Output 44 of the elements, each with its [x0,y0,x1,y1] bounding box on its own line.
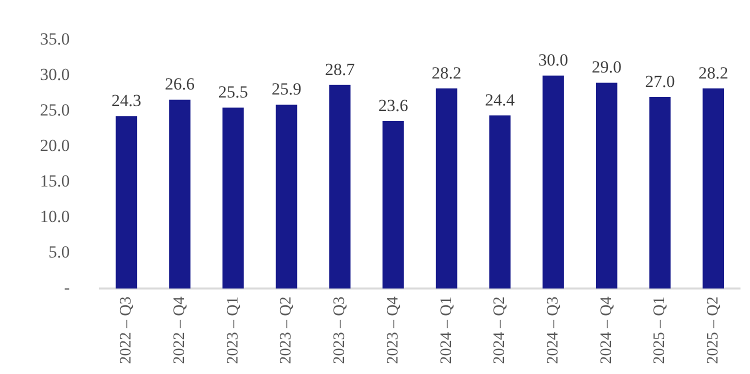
y-tick-label: - [64,278,70,297]
bar [222,108,244,288]
y-tick-label: 30.0 [40,65,70,84]
bar [116,116,138,288]
x-tick-label: 2023 – Q4 [384,296,402,364]
x-tick-label: 2023 – Q3 [331,296,348,364]
bar [542,76,564,288]
x-tick-label: 2024 – Q1 [438,296,455,364]
data-label: 28.7 [324,60,356,79]
y-tick-label: 10.0 [40,206,70,226]
x-tick-label: 2023 – Q2 [278,296,295,364]
bar [329,84,351,288]
bar [702,88,724,288]
data-label: 23.6 [378,96,408,116]
y-tick-label: 20.0 [40,136,70,156]
y-tick-label: 5.0 [48,242,70,262]
x-tick-label: 2024 – Q3 [544,296,562,364]
x-tick-label: 2022 – Q3 [118,296,135,364]
bar [489,115,511,288]
x-tick-label: 2022 – Q4 [170,296,188,364]
data-label: 28.2 [432,63,462,82]
x-tick-label: 2025 – Q2 [704,296,722,364]
x-tick-label: 2025 – Q1 [651,296,668,364]
data-label: 27.0 [645,72,675,91]
data-label: 24.3 [112,91,142,110]
data-label: 25.9 [272,80,302,99]
bar [596,82,618,288]
bar [649,96,671,288]
data-label: 30.0 [538,50,568,70]
y-tick-label: 35.0 [40,30,70,49]
bar [276,104,298,288]
x-tick-label: 2023 – Q1 [224,296,242,364]
x-tick-label: 2024 – Q2 [491,296,508,364]
bar [382,121,404,288]
y-tick-label: 15.0 [40,172,70,191]
data-label: 29.0 [592,58,622,77]
bar [436,88,458,288]
data-label: 26.6 [164,74,195,94]
bar [169,100,190,288]
y-tick-label: 25.0 [40,100,70,120]
data-label: 28.2 [698,63,728,82]
x-tick-label: 2024 – Q4 [598,296,615,364]
data-label: 25.5 [218,82,248,102]
data-label: 24.4 [485,90,516,110]
